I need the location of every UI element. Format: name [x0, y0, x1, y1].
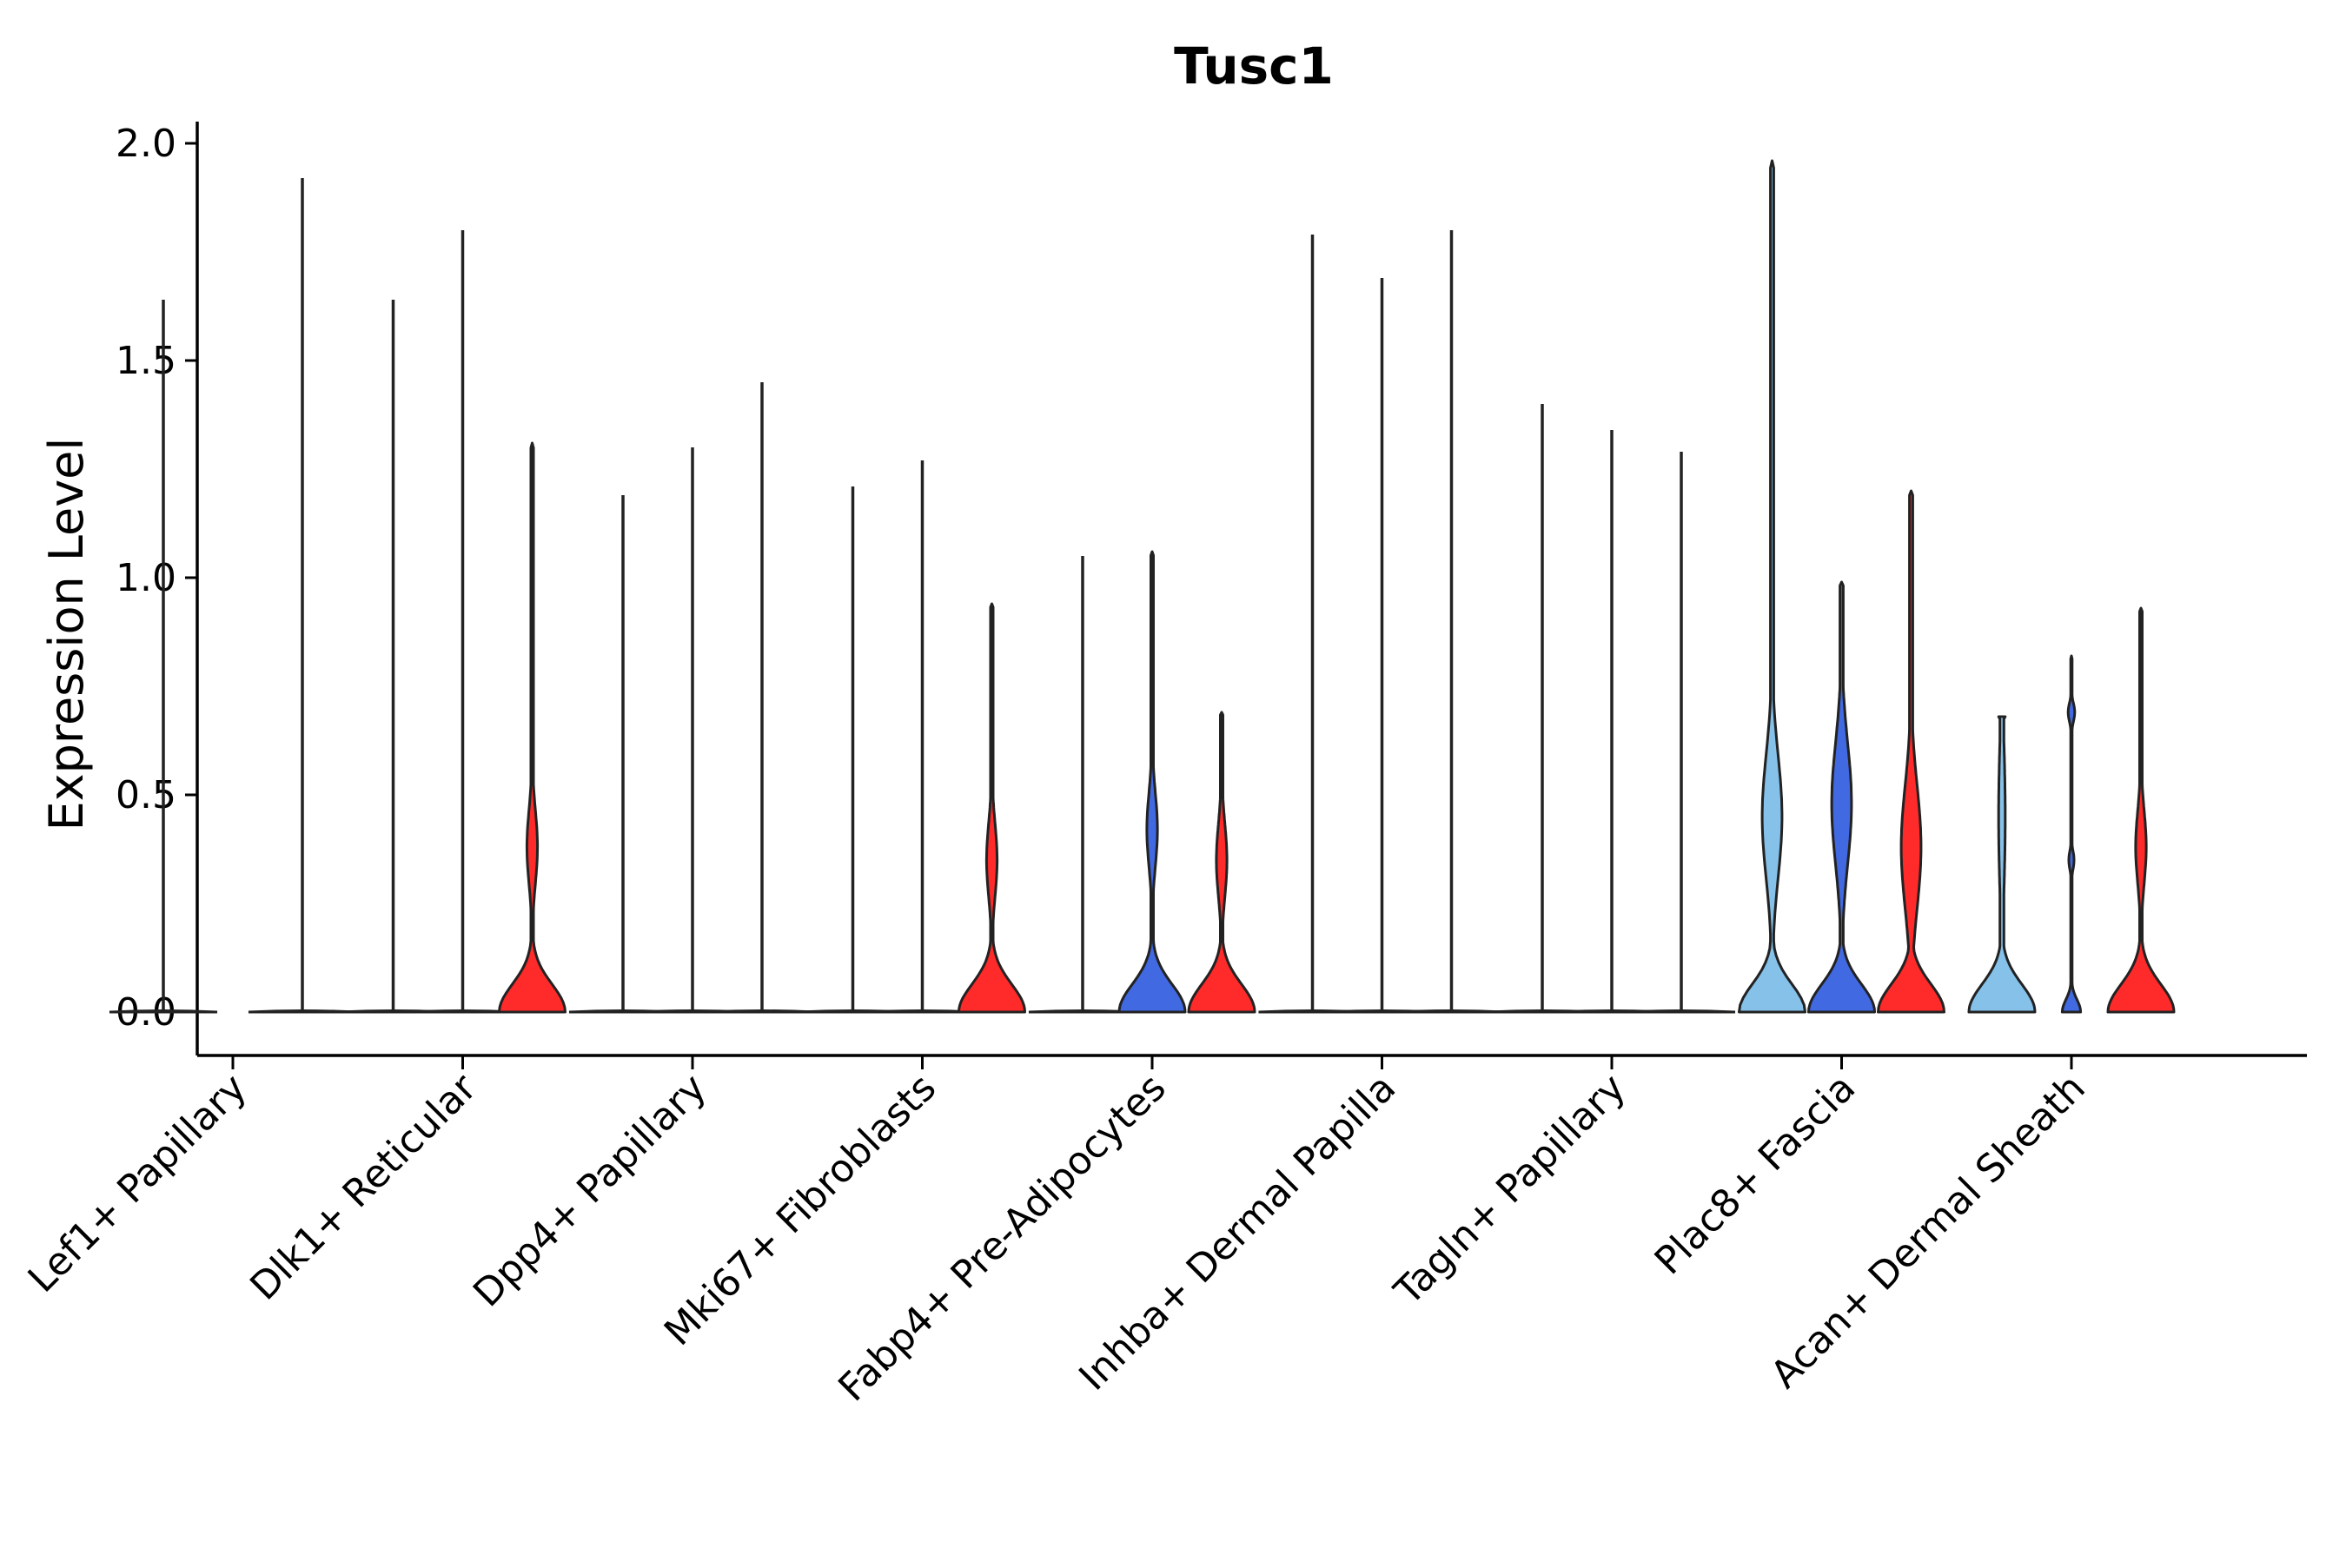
x-tick-label: Dlk1+ Reticular	[242, 1065, 486, 1309]
y-tick-label: 1.5	[116, 339, 176, 383]
violin-group	[339, 230, 567, 1014]
violin-group	[799, 460, 1026, 1014]
violin-group	[1967, 606, 2176, 1014]
axes: 0.00.51.01.52.0	[116, 122, 2307, 1069]
violins	[109, 159, 2176, 1014]
violin-group	[1738, 159, 1945, 1014]
y-tick-label: 0.5	[116, 773, 176, 817]
violin	[958, 602, 1026, 1014]
violin	[1117, 550, 1187, 1014]
violin	[2060, 654, 2083, 1014]
x-tick-label: Lef1+ Papillary	[20, 1066, 255, 1301]
violin-group	[1028, 550, 1256, 1014]
violin	[2106, 606, 2176, 1014]
y-axis-label: Expression Level	[39, 438, 94, 831]
x-tick-label: Tagln+ Papillary	[1386, 1066, 1634, 1314]
x-tick-label: Plac8+ Fascia	[1647, 1066, 1865, 1284]
violin	[498, 441, 567, 1014]
violin-group	[1258, 230, 1506, 1014]
violin	[1187, 711, 1256, 1014]
violin-group	[109, 178, 357, 1014]
violin	[1877, 489, 1945, 1014]
violin	[1967, 715, 2037, 1014]
violin-group	[1488, 404, 1736, 1014]
violin	[1807, 580, 1876, 1014]
y-tick-label: 1.0	[116, 556, 176, 600]
violin-group	[568, 382, 817, 1014]
violin	[1738, 159, 1806, 1014]
x-tick-label: Dpp4+ Papillary	[465, 1066, 715, 1316]
chart-title: Tusc1	[1174, 36, 1334, 96]
y-tick-label: 2.0	[116, 122, 176, 166]
